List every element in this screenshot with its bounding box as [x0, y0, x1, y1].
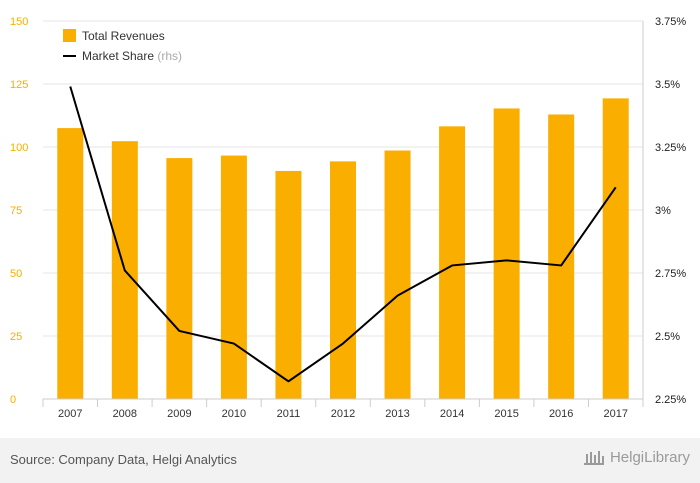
y-left-tick-label: 125 — [10, 79, 28, 91]
x-tick-label: 2013 — [385, 408, 409, 420]
x-tick-label: 2011 — [277, 408, 301, 420]
legend: Total Revenues Market Share (rhs) — [63, 29, 182, 63]
x-tick-label: 2015 — [494, 408, 518, 420]
bar-2017 — [602, 98, 629, 399]
source-note: Source: Company Data, Helgi Analytics — [10, 452, 237, 467]
bar-2010 — [220, 155, 247, 399]
x-tick-label: 2017 — [603, 408, 627, 420]
bar-2012 — [330, 161, 356, 399]
y-right-tick-label: 3.75% — [655, 16, 686, 28]
y-left-tick-label: 75 — [10, 205, 22, 217]
bar-2011 — [275, 170, 302, 399]
y-right-tick-label: 2.75% — [655, 268, 686, 280]
bar-2013 — [384, 150, 411, 399]
bar-2015 — [493, 108, 520, 399]
x-tick-label: 2009 — [167, 408, 191, 420]
y-right-tick-label: 3.25% — [655, 142, 686, 154]
y-right-tick-label: 2.25% — [655, 394, 686, 406]
legend-label-revenues: Total Revenues — [82, 29, 165, 43]
legend-swatch-revenues — [63, 29, 76, 42]
bar-2007 — [57, 128, 84, 399]
market-share-line — [69, 86, 617, 383]
y-left-tick-label: 50 — [10, 268, 22, 280]
y-left-tick-label: 150 — [10, 16, 28, 28]
x-tick-label: 2010 — [222, 408, 246, 420]
library-building-icon — [583, 451, 604, 465]
y-axis-left: 0 25 50 75 100 125 150 — [10, 16, 28, 406]
y-axis-right: 2.25% 2.5% 2.75% 3% 3.25% 3.5% 3.75% — [642, 16, 686, 406]
x-tick-label: 2014 — [440, 408, 464, 420]
footer: Source: Company Data, Helgi Analytics He… — [0, 438, 700, 483]
brand-logo[interactable]: HelgiLibrary — [583, 448, 690, 466]
y-left-tick-label: 0 — [10, 394, 16, 406]
bar-2016 — [548, 114, 575, 399]
x-tick-label: 2012 — [331, 408, 355, 420]
bar-2014 — [439, 126, 466, 399]
y-right-tick-label: 2.5% — [655, 331, 680, 343]
x-tick-label: 2008 — [113, 408, 137, 420]
x-tick-label: 2007 — [58, 408, 82, 420]
y-right-tick-label: 3% — [655, 205, 671, 217]
chart: 2007 2008 2009 2010 2011 2012 2013 2014 2015 2016… — [10, 16, 686, 420]
legend-rhs-note: (rhs) — [157, 49, 182, 63]
y-right-tick-label: 3.5% — [655, 79, 680, 91]
bar-2009 — [166, 158, 193, 399]
y-left-tick-label: 25 — [10, 331, 22, 343]
y-left-tick-label: 100 — [10, 142, 28, 154]
x-axis: 2007 2008 2009 2010 2011 2012 2013 2014 2015 2016… — [42, 398, 644, 420]
revenue-bars — [57, 98, 629, 400]
x-tick-label: 2016 — [549, 408, 573, 420]
brand-name: HelgiLibrary — [609, 448, 690, 466]
legend-label-market-share: Market Share (rhs) — [82, 49, 182, 63]
